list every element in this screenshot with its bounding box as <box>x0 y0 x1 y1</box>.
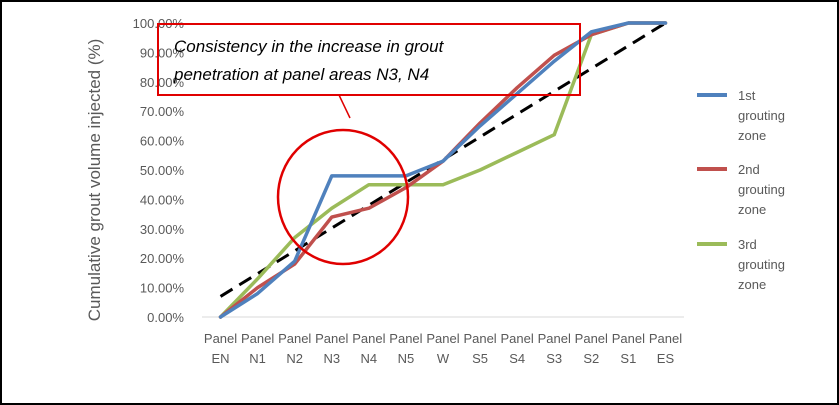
legend-label-2: 2nd grouting zone <box>738 162 785 217</box>
x-tick-label: Panel N3 <box>315 331 348 366</box>
y-tick-label: 90.00% <box>140 45 185 60</box>
y-tick-label: 0.00% <box>147 310 184 325</box>
x-tick-label: Panel S4 <box>501 331 534 366</box>
x-tick-label: Panel S1 <box>612 331 645 366</box>
x-tick-label: Panel W <box>426 331 459 366</box>
y-tick-label: 30.00% <box>140 222 185 237</box>
highlight-circle <box>276 128 410 266</box>
y-axis-ticks: 0.00% 10.00% 20.00% 30.00% 40.00% 50.00% 60.00… <box>133 16 185 325</box>
y-tick-label: 20.00% <box>140 251 185 266</box>
y-tick-label: 10.00% <box>140 281 185 296</box>
legend: 1st grouting zone 2nd grouting zone 3rd groutin… <box>697 88 785 292</box>
annotation-text-line-1: Consistency in the increase in grout <box>174 37 445 56</box>
x-tick-label: Panel S5 <box>463 331 496 366</box>
x-tick-label: Panel ES <box>649 331 682 366</box>
y-tick-label: 50.00% <box>140 163 185 178</box>
x-tick-label: Panel S3 <box>538 331 571 366</box>
legend-label-1: 1st grouting zone <box>738 88 785 143</box>
y-tick-label: 80.00% <box>140 75 185 90</box>
x-tick-label: Panel S2 <box>575 331 608 366</box>
annotation-text-line-2: penetration at panel areas N3, N4 <box>173 65 429 84</box>
y-tick-label: 40.00% <box>140 192 185 207</box>
y-tick-label: 60.00% <box>140 134 185 149</box>
annotation-pointer <box>338 94 351 119</box>
legend-label-3: 3rd grouting zone <box>738 237 785 292</box>
annotation-box <box>157 23 581 96</box>
series-layer <box>218 21 668 319</box>
x-tick-label: Panel EN <box>204 331 237 366</box>
y-tick-label: 70.00% <box>140 104 185 119</box>
x-tick-label: Panel N5 <box>389 331 422 366</box>
y-axis-title: Cumulative grout volume injected (%) <box>85 39 104 322</box>
x-tick-label: Panel N1 <box>241 331 274 366</box>
x-tick-label: Panel N2 <box>278 331 311 366</box>
series-line-1 <box>218 21 668 319</box>
x-tick-label: Panel N4 <box>352 331 385 366</box>
annotation-layer: Consistency in the increase in grout pene… <box>157 23 581 266</box>
